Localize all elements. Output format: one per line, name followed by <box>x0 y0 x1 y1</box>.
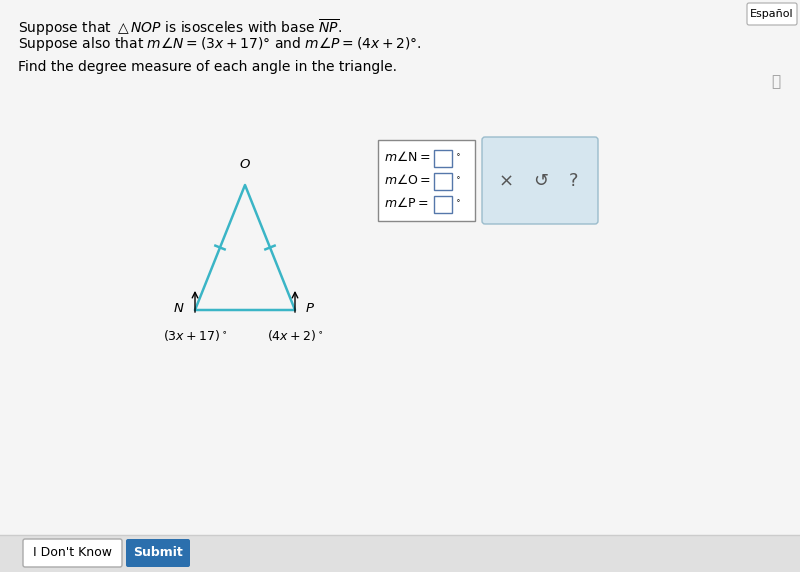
Text: $^\circ$: $^\circ$ <box>454 198 462 208</box>
Text: $(4x + 2)^\circ$: $(4x + 2)^\circ$ <box>267 328 323 343</box>
Text: $\it{N}$: $\it{N}$ <box>174 301 185 315</box>
Bar <box>0 535 800 572</box>
Text: $m\angle$O$=$: $m\angle$O$=$ <box>384 173 431 186</box>
Text: $\times$: $\times$ <box>498 172 512 189</box>
Text: $\it{P}$: $\it{P}$ <box>305 301 315 315</box>
Text: $\circlearrowleft$: $\circlearrowleft$ <box>530 172 550 189</box>
Text: $(3x + 17)^\circ$: $(3x + 17)^\circ$ <box>163 328 227 343</box>
Text: I Don't Know: I Don't Know <box>33 546 112 559</box>
Text: $^\circ$: $^\circ$ <box>454 152 462 162</box>
FancyBboxPatch shape <box>23 539 122 567</box>
Bar <box>434 150 452 167</box>
Text: $?$: $?$ <box>568 172 578 189</box>
FancyBboxPatch shape <box>747 3 797 25</box>
Text: ⎕: ⎕ <box>771 74 781 89</box>
FancyBboxPatch shape <box>126 539 190 567</box>
Text: $^\circ$: $^\circ$ <box>454 174 462 185</box>
Bar <box>378 140 475 221</box>
Text: Español: Español <box>750 9 794 19</box>
Text: Find the degree measure of each angle in the triangle.: Find the degree measure of each angle in… <box>18 60 397 74</box>
Text: $m\angle$N$=$: $m\angle$N$=$ <box>384 150 430 164</box>
Text: Suppose also that $m\angle N=(3x+17)°$ and $m\angle P=(4x+2)°$.: Suppose also that $m\angle N=(3x+17)°$ a… <box>18 35 422 53</box>
Bar <box>434 173 452 190</box>
Text: $m\angle$P$=$: $m\angle$P$=$ <box>384 196 429 210</box>
FancyBboxPatch shape <box>482 137 598 224</box>
Text: Submit: Submit <box>133 546 183 559</box>
Text: $\it{O}$: $\it{O}$ <box>239 158 251 171</box>
Text: Suppose that $\triangle$$\it{NOP}$ is isosceles with base $\overline{\it{NP}}$.: Suppose that $\triangle$$\it{NOP}$ is is… <box>18 18 342 38</box>
Bar <box>434 196 452 213</box>
